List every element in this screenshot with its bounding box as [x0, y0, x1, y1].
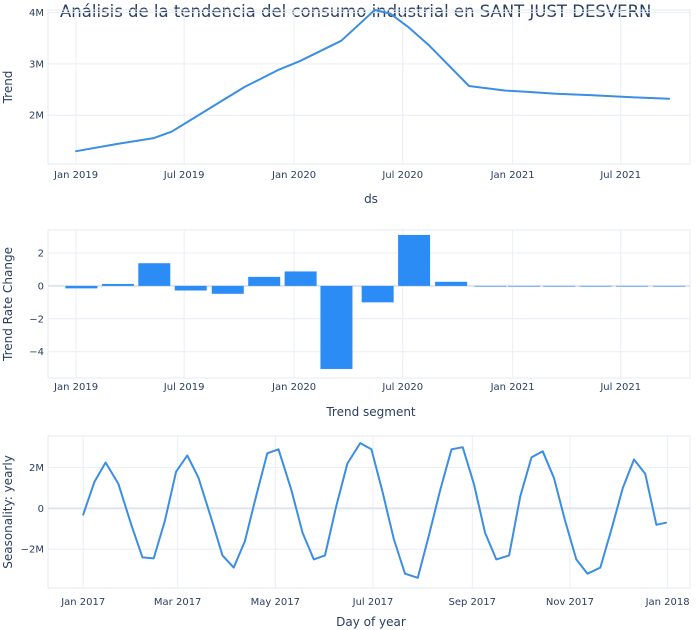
x-tick-label: Jul 2020: [381, 382, 423, 393]
bar: [248, 276, 281, 286]
x-tick-label: Jul 2021: [599, 170, 641, 181]
x-tick-label: Jul 2019: [163, 382, 205, 393]
bar: [507, 285, 540, 287]
y-axis-title: Trend Rate Change: [1, 247, 15, 362]
x-tick-label: Jul 2021: [599, 382, 641, 393]
bar: [138, 263, 171, 286]
bar: [398, 234, 431, 286]
bar: [320, 285, 353, 369]
y-tick-label: −2M: [21, 545, 44, 556]
x-tick-label: Jul 2019: [163, 170, 205, 181]
x-tick-label: Jan 2019: [53, 382, 98, 393]
y-tick-label: 3M: [29, 59, 44, 70]
x-axis-title: ds: [364, 192, 378, 206]
bar: [616, 285, 649, 287]
y-axis-title: Seasonality: yearly: [1, 455, 15, 569]
bar: [474, 285, 507, 287]
y-tick-label: 2M: [29, 463, 44, 474]
x-tick-label: Jul 2020: [381, 170, 423, 181]
plot-frame: [47, 435, 691, 589]
x-axis-title: Trend segment: [325, 405, 416, 419]
y-tick-label: 0: [38, 281, 44, 292]
bar: [211, 285, 244, 294]
x-tick-label: Jan 2018: [645, 597, 690, 608]
x-axis-title: Day of year: [336, 615, 406, 629]
series-line: [75, 9, 671, 153]
bar: [543, 285, 576, 287]
x-tick-label: Jan 2020: [271, 382, 316, 393]
x-tick-label: Jan 2021: [490, 382, 535, 393]
series-line: [82, 442, 667, 579]
y-tick-label: 2: [38, 249, 44, 260]
bar: [101, 283, 134, 286]
bar: [174, 285, 207, 291]
bar: [579, 285, 612, 287]
bar: [361, 285, 394, 303]
x-tick-label: Jul 2017: [352, 597, 394, 608]
y-tick-label: 0: [38, 504, 44, 515]
x-tick-label: May 2017: [251, 597, 300, 608]
bar: [435, 281, 468, 286]
chart-title: Análisis de la tendencia del consumo ind…: [60, 2, 652, 21]
bar: [653, 285, 686, 287]
bar: [65, 285, 98, 289]
y-tick-label: −4: [29, 347, 44, 358]
x-tick-label: Sep 2017: [449, 597, 496, 608]
x-tick-label: Mar 2017: [154, 597, 202, 608]
x-tick-label: Jan 2019: [53, 170, 98, 181]
x-tick-label: Jan 2021: [490, 170, 535, 181]
x-tick-label: Nov 2017: [546, 597, 594, 608]
x-tick-label: Jan 2017: [60, 597, 105, 608]
bar: [284, 271, 317, 286]
plot-frame: [47, 229, 691, 379]
plot-frame: [47, 9, 691, 165]
y-tick-label: 4M: [29, 8, 44, 19]
y-tick-label: 2M: [29, 111, 44, 122]
y-tick-label: −2: [29, 314, 44, 325]
x-tick-label: Jan 2020: [271, 170, 316, 181]
y-axis-title: Trend: [1, 71, 15, 105]
